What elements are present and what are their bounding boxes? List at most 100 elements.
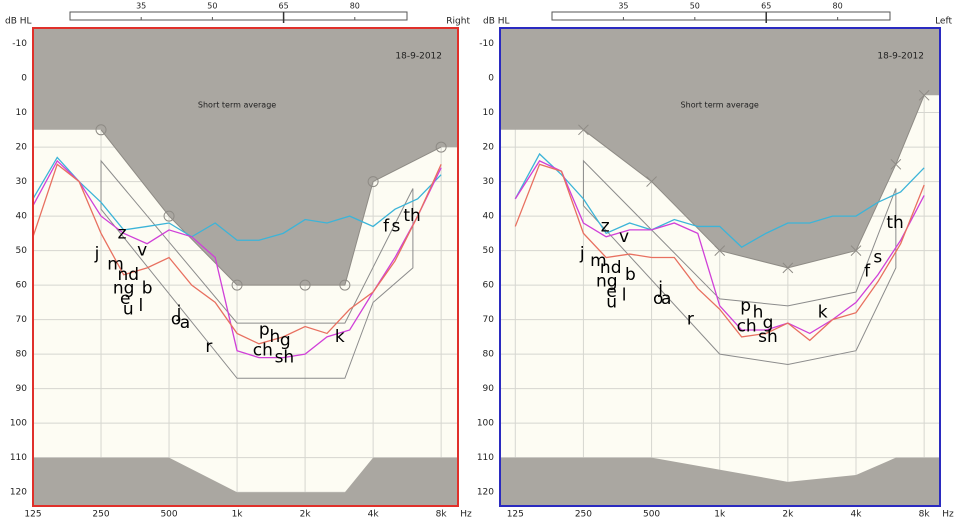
phoneme-label: g [280,330,291,350]
x-tick-label: 8k [436,510,448,520]
phoneme-label: b [625,265,636,285]
x-axis-label: Hz [942,510,954,520]
phoneme-label: z [118,223,127,243]
y-tick-label: 10 [16,108,28,118]
annotation: Short term average [198,101,276,110]
phoneme-label: e [120,289,130,309]
max-output-area [33,457,458,506]
scale-tick-label: 65 [761,2,771,11]
threshold-area [33,28,458,286]
phoneme-label: j [94,244,100,264]
curve [514,152,925,248]
phoneme-label: p [259,320,270,340]
phoneme-label: sh [275,348,295,368]
phoneme-label: e [606,282,616,302]
x-tick-label: 2k [782,510,794,520]
y-tick-label: 70 [16,315,28,325]
x-tick-label: 2k [300,510,312,520]
phoneme-label: ng [113,279,135,299]
phoneme-label: g [763,313,774,333]
y-tick-label: 100 [10,419,27,429]
phoneme-label: m [590,251,607,271]
y-tick-label: 80 [483,350,495,360]
y-axis-label: dB HL [5,17,32,27]
phoneme-label: j [579,244,585,264]
y-tick-label: 90 [16,384,28,394]
threshold-marker [782,262,794,274]
x-tick-label: 1k [232,510,244,520]
y-tick-label: 20 [16,143,28,153]
side-label: Right [446,17,470,27]
scale-bar [69,11,408,21]
phoneme-label: r [687,310,694,330]
threshold-area [500,28,940,268]
y-tick-label: 30 [16,177,28,187]
scale-tick-label: 35 [136,2,146,11]
phoneme-label: u [123,299,134,319]
y-tick-label: 120 [10,488,27,498]
y-tick-label: -10 [12,39,27,49]
y-tick-label: 90 [483,384,495,394]
threshold-marker [339,279,351,291]
threshold-marker [367,176,379,188]
phoneme-label: nd [600,258,622,278]
y-tick-label: 110 [477,453,494,463]
date-label: 18-9-2012 [877,52,924,62]
phoneme-label: j [657,279,663,299]
threshold-marker [850,245,862,256]
x-tick-label: 4k [368,510,380,520]
phoneme-label: j [176,303,182,323]
speech-range [582,159,897,366]
y-tick-label: 10 [483,108,495,118]
y-tick-label: 50 [483,246,495,256]
phoneme-label: a [661,289,671,309]
phoneme-label: k [818,303,828,323]
y-tick-label: 50 [16,246,28,256]
phoneme-label: p [740,296,751,316]
phoneme-label: l [138,296,143,316]
y-tick-label: 80 [16,350,28,360]
threshold-marker [646,176,657,187]
phoneme-label: s [873,248,882,268]
phoneme-label: f [864,261,871,281]
scale-tick-label: 35 [618,2,628,11]
threshold-line [100,129,442,286]
scale-tick-label: 80 [833,2,843,11]
annotation: Short term average [681,101,759,110]
y-tick-label: 0 [488,74,494,84]
threshold-marker [95,124,107,136]
x-tick-label: 125 [507,510,524,520]
phoneme-label: b [142,279,153,299]
y-tick-label: 100 [477,419,494,429]
x-axis-label: Hz [460,510,472,520]
phoneme-label: ch [253,341,273,361]
curve [32,156,442,241]
y-tick-label: 120 [477,488,494,498]
phoneme-label: f [383,216,390,236]
y-tick-label: 60 [483,281,495,291]
side-label: Left [935,17,952,27]
x-tick-label: 125 [24,510,41,520]
x-tick-label: 1k [714,510,726,520]
y-tick-label: 30 [483,177,495,187]
scale-tick-label: 65 [278,2,288,11]
phoneme-label: o [653,289,663,309]
date-label: 18-9-2012 [395,52,442,62]
phoneme-label: h [753,303,764,323]
threshold-marker [299,279,311,291]
x-tick-label: 250 [92,510,109,520]
phoneme-label: v [137,241,147,261]
scale-tick-label: 80 [350,2,360,11]
phoneme-label: k [335,327,345,347]
scale-bar [551,11,891,21]
y-tick-label: 110 [10,453,27,463]
scale-tick-label: 50 [690,2,700,11]
y-tick-label: 40 [16,212,28,222]
y-tick-label: -10 [479,39,494,49]
y-axis-label: dB HL [483,17,510,27]
x-tick-label: 500 [160,510,177,520]
phoneme-label: a [180,313,190,333]
max-output-area [500,457,940,506]
